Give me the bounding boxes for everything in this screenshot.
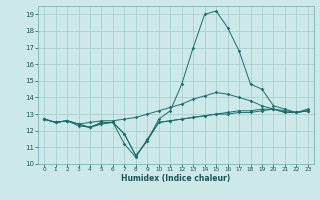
X-axis label: Humidex (Indice chaleur): Humidex (Indice chaleur) xyxy=(121,174,231,183)
